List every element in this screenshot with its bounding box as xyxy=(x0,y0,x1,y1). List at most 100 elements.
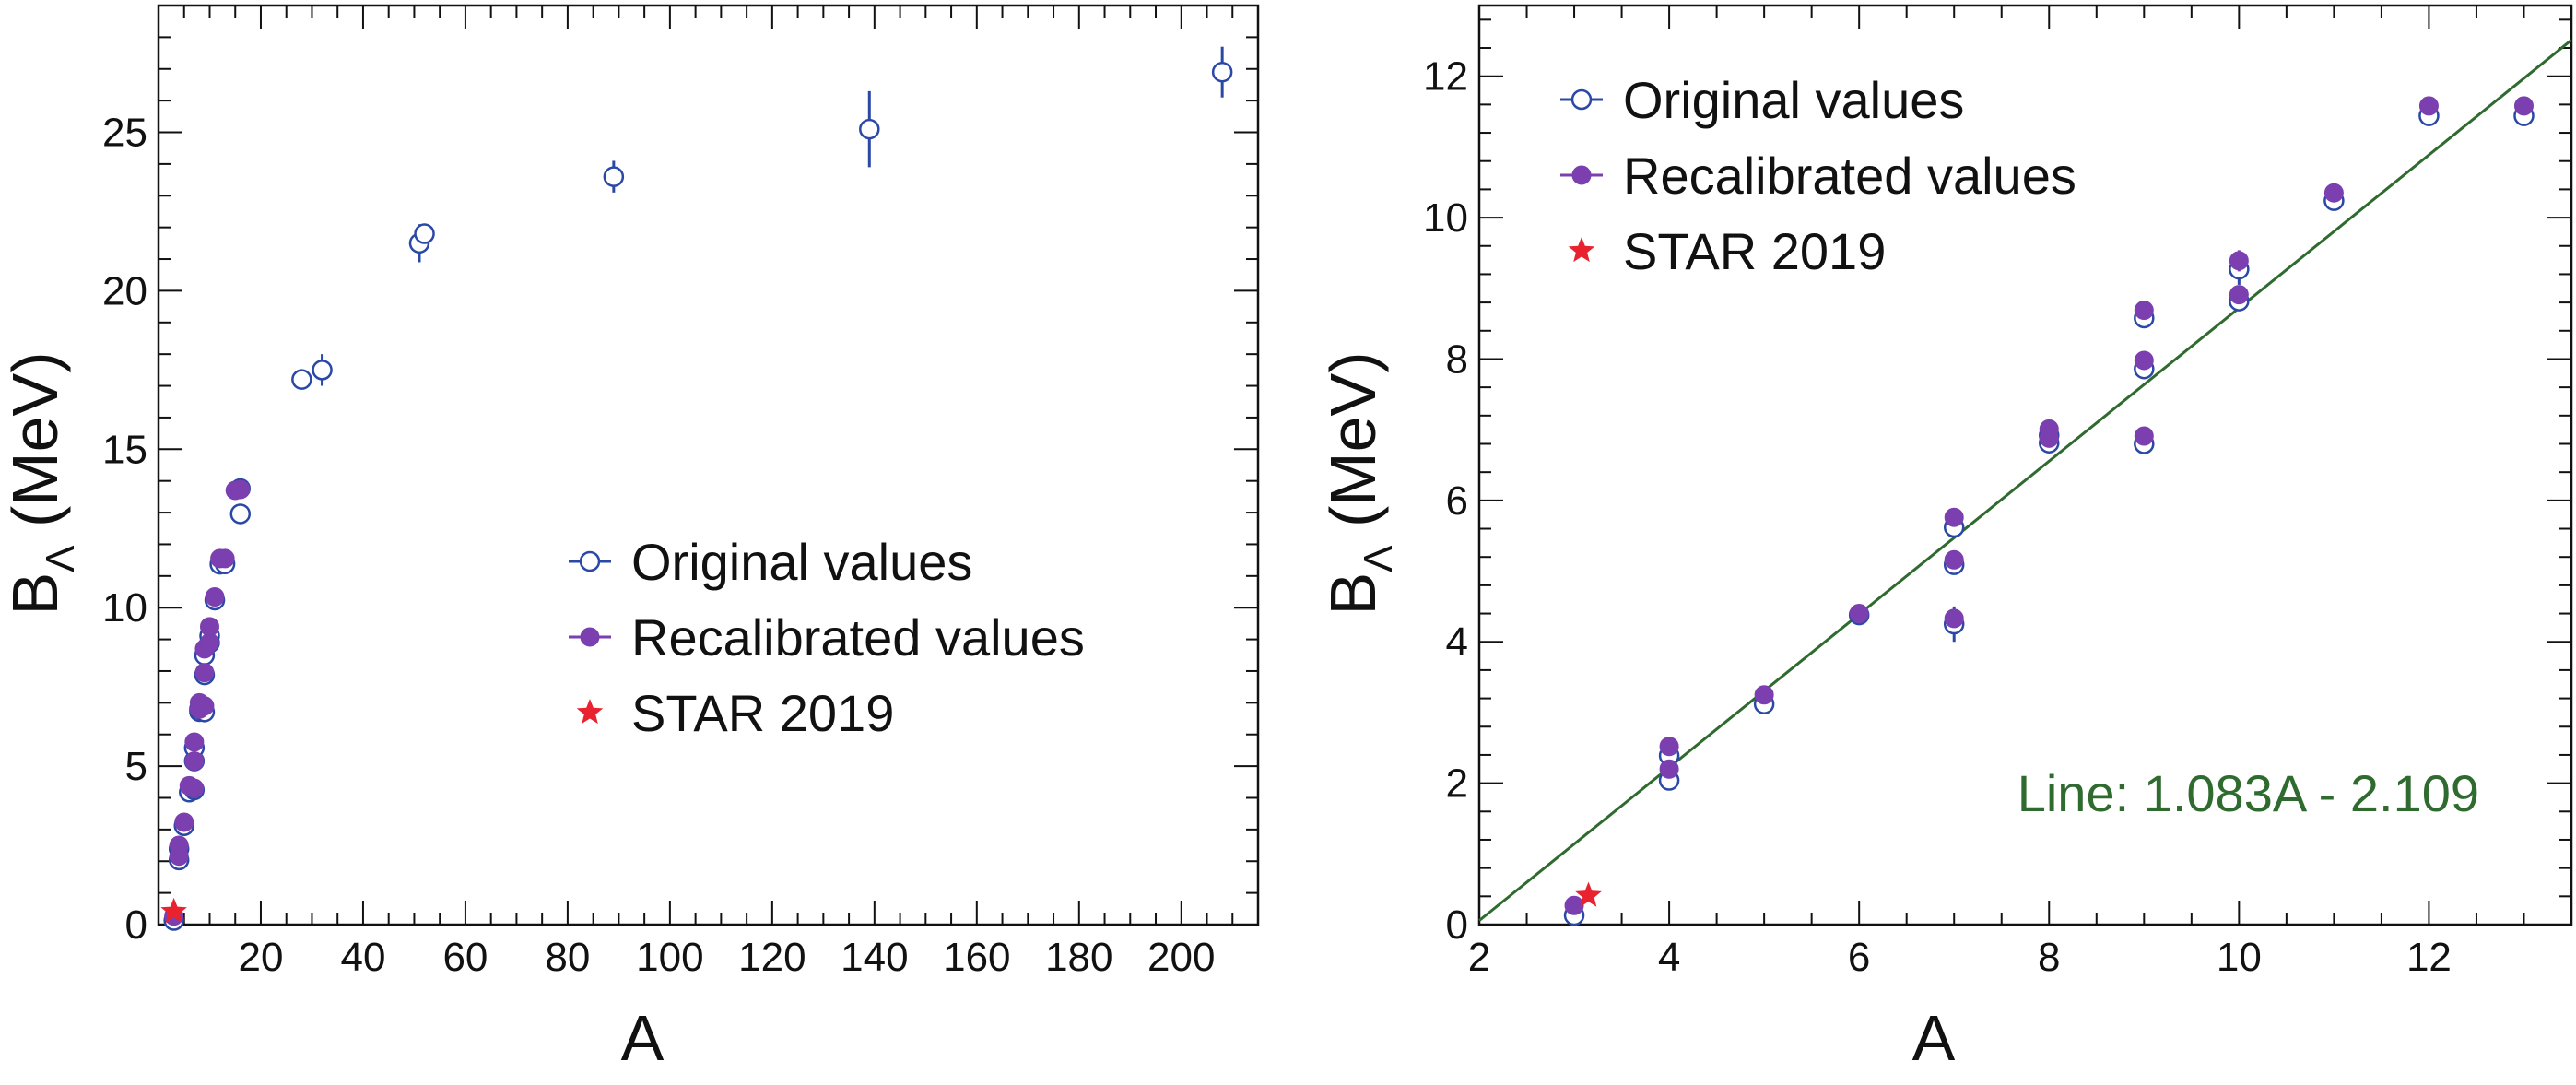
data-point-0 xyxy=(1564,895,1584,915)
x-tick-label: 120 xyxy=(738,935,806,980)
legend-label: STAR 2019 xyxy=(1623,222,1886,280)
y-tick-label: 6 xyxy=(1446,478,1468,524)
data-point-3 xyxy=(174,812,194,832)
y-tick-label: 0 xyxy=(125,902,147,948)
data-point-5 xyxy=(1944,608,1964,629)
x-axis-title: A xyxy=(1912,1002,1956,1074)
y-tick-label: 25 xyxy=(102,111,147,156)
y-axis-title: BΛ (MeV) xyxy=(1317,351,1401,615)
axis-ticks xyxy=(1478,6,2572,926)
x-tick-label: 8 xyxy=(2038,935,2060,980)
data-point-15 xyxy=(205,587,225,607)
data-point-11 xyxy=(194,663,215,683)
legend-label: Recalibrated values xyxy=(631,608,1085,666)
x-tick-label: 160 xyxy=(943,935,1010,980)
fit-line-label: Line: 1.083A - 2.109 xyxy=(2017,764,2479,822)
x-axis-title: A xyxy=(621,1002,665,1074)
y-axis-unit: (MeV) xyxy=(1317,351,1389,545)
data-point-6 xyxy=(1944,549,1964,570)
data-point-0 xyxy=(1575,881,1602,907)
legend-marker-2 xyxy=(576,699,604,725)
data-point-25 xyxy=(859,118,880,140)
data-point-10 xyxy=(2134,426,2154,446)
y-tick-label: 10 xyxy=(1423,195,1468,241)
legend-marker-0 xyxy=(579,550,601,572)
data-point-4 xyxy=(1849,604,1869,624)
data-point-10 xyxy=(194,696,215,716)
data-point-11 xyxy=(2134,350,2154,371)
x-tick-label: 100 xyxy=(636,935,703,980)
y-tick-label: 20 xyxy=(102,268,147,313)
data-point-14 xyxy=(199,617,219,637)
data-point-9 xyxy=(2039,419,2059,439)
legend-label: Original values xyxy=(1623,71,1964,129)
data-point-26 xyxy=(1211,61,1233,83)
data-point-7 xyxy=(184,732,205,752)
series-recalibrated-values xyxy=(164,479,251,926)
legend-marker-0 xyxy=(1570,88,1593,111)
y-axis-title: BΛ (MeV) xyxy=(0,351,83,615)
data-point-14 xyxy=(2229,251,2249,271)
left-panel: 20 40 60 80 100 120 140 160 180 200 0 5 10 15 20 25 A BΛ … xyxy=(0,4,1260,1074)
data-point-21 xyxy=(312,360,333,381)
data-point-6 xyxy=(184,751,205,772)
y-tick-label: 2 xyxy=(1446,761,1468,807)
data-point-2 xyxy=(1659,737,1679,757)
series-original-values xyxy=(163,46,1233,931)
data-point-7 xyxy=(1944,507,1964,527)
series-recalibrated-values xyxy=(1564,96,2534,915)
y-tick-label: 15 xyxy=(102,427,147,472)
data-point-19 xyxy=(230,479,251,500)
data-point-17 xyxy=(2513,96,2534,116)
plot-frame xyxy=(157,4,1260,926)
y-tick-label: 4 xyxy=(1446,619,1468,665)
x-tick-label: 60 xyxy=(442,935,488,980)
x-tick-label: 200 xyxy=(1147,935,1215,980)
y-axis-subscript: Λ xyxy=(1356,545,1401,572)
legend-label: STAR 2019 xyxy=(631,684,894,742)
data-point-1 xyxy=(1659,759,1679,779)
x-tick-label: 180 xyxy=(1045,935,1112,980)
data-point-12 xyxy=(2134,301,2154,321)
data-point-23 xyxy=(414,223,435,244)
data-point-0 xyxy=(160,897,187,923)
plot-frame xyxy=(1477,4,2573,926)
data-point-20 xyxy=(291,369,312,390)
y-tick-label: 5 xyxy=(125,744,147,789)
data-point-16 xyxy=(2418,96,2439,116)
x-tick-label: 6 xyxy=(1848,935,1870,980)
data-point-24 xyxy=(603,166,625,187)
x-tick-label: 140 xyxy=(841,935,908,980)
y-tick-label: 8 xyxy=(1446,336,1468,382)
y-axis-symbol: B xyxy=(0,572,71,616)
data-point-13 xyxy=(2229,285,2249,305)
x-tick-label: 4 xyxy=(1658,935,1680,980)
y-tick-label: 0 xyxy=(1446,902,1468,948)
y-tick-label: 10 xyxy=(102,585,147,631)
legend-marker-1 xyxy=(1571,165,1592,185)
legend: Original values Recalibrated values STAR 2… xyxy=(1560,71,2076,280)
axis-ticks xyxy=(158,5,1259,926)
x-tick-label: 10 xyxy=(2217,935,2262,980)
data-point-15 xyxy=(2323,183,2344,203)
x-tick-label: 40 xyxy=(340,935,385,980)
x-tick-label: 12 xyxy=(2406,935,2452,980)
y-tick-label: 12 xyxy=(1423,54,1468,100)
series-star-2019 xyxy=(1575,881,1602,907)
series-star-2019 xyxy=(160,897,187,923)
y-axis-subscript: Λ xyxy=(38,545,83,572)
x-tick-label: 20 xyxy=(239,935,284,980)
data-point-17 xyxy=(215,548,235,569)
x-tick-label: 2 xyxy=(1468,935,1490,980)
x-tick-label: 80 xyxy=(545,935,590,980)
legend-label: Original values xyxy=(631,533,972,591)
legend: Original values Recalibrated values STAR 2… xyxy=(569,533,1085,742)
y-axis-unit: (MeV) xyxy=(0,351,71,545)
legend-marker-2 xyxy=(1568,237,1595,263)
legend-marker-1 xyxy=(580,627,600,647)
data-point-18 xyxy=(229,503,252,525)
data-point-3 xyxy=(1754,685,1774,705)
data-point-5 xyxy=(184,778,205,798)
